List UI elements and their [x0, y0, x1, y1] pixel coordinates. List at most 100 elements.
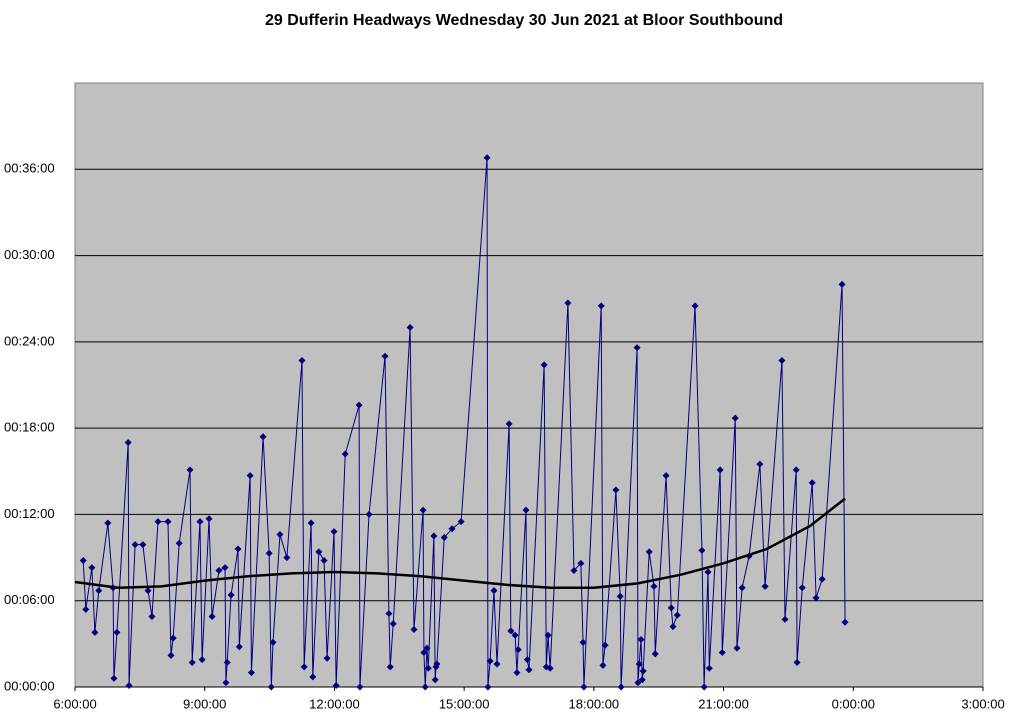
data-point — [634, 679, 642, 687]
data-point — [164, 518, 172, 526]
data-point — [523, 656, 531, 664]
data-point — [104, 519, 112, 527]
data-point — [698, 546, 706, 554]
data-point — [570, 567, 578, 575]
data-point — [617, 683, 625, 691]
data-point — [691, 302, 699, 310]
y-tick-label: 00:30:00 — [4, 247, 55, 262]
data-point — [599, 661, 607, 669]
data-point — [423, 644, 431, 652]
data-point — [522, 506, 530, 514]
data-point — [169, 634, 177, 642]
data-point — [635, 660, 643, 668]
data-point — [309, 673, 317, 681]
data-point — [223, 659, 231, 667]
data-point — [669, 623, 677, 631]
data-point — [577, 559, 585, 567]
data-point — [208, 613, 216, 621]
data-point — [633, 344, 641, 352]
data-point — [341, 450, 349, 458]
data-point — [761, 582, 769, 590]
data-point — [716, 466, 724, 474]
data-point — [186, 466, 194, 474]
data-point — [812, 594, 820, 602]
data-point — [421, 683, 429, 691]
data-point — [838, 280, 846, 288]
data-point — [246, 472, 254, 480]
data-point — [265, 549, 273, 557]
data-point — [410, 625, 418, 633]
data-point — [386, 663, 394, 671]
data-point — [440, 533, 448, 541]
data-point — [148, 613, 156, 621]
data-point — [546, 664, 554, 672]
data-point — [792, 466, 800, 474]
data-point — [579, 638, 587, 646]
data-point — [798, 584, 806, 592]
data-point — [79, 556, 87, 564]
data-point — [300, 663, 308, 671]
data-point — [82, 605, 90, 613]
data-point — [513, 669, 521, 677]
data-point — [332, 682, 340, 690]
data-point — [490, 587, 498, 595]
data-point — [733, 644, 741, 652]
trend-line — [74, 497, 846, 590]
data-point — [385, 610, 393, 618]
x-tick-label: 15:00:00 — [439, 696, 490, 711]
x-tick-label: 9:00:00 — [183, 696, 226, 711]
data-point — [144, 587, 152, 595]
data-point — [269, 638, 277, 646]
data-point — [381, 352, 389, 360]
data-point — [637, 636, 645, 644]
data-point — [419, 506, 427, 514]
data-point — [507, 627, 515, 635]
data-point — [227, 591, 235, 599]
data-point — [808, 479, 816, 487]
data-point — [139, 541, 147, 549]
data-point — [638, 676, 646, 684]
data-point — [645, 548, 653, 556]
data-point — [793, 659, 801, 667]
data-point — [667, 604, 675, 612]
data-point — [731, 414, 739, 422]
data-point — [704, 568, 712, 576]
data-point — [486, 657, 494, 665]
data-point — [276, 531, 284, 539]
data-point — [457, 518, 465, 526]
data-point — [95, 587, 103, 595]
data-point — [597, 302, 605, 310]
data-point — [125, 682, 133, 690]
data-point — [580, 683, 588, 691]
data-point — [484, 683, 492, 691]
data-point — [483, 154, 491, 162]
data-point — [110, 674, 118, 682]
data-point — [818, 575, 826, 583]
y-tick-label: 00:18:00 — [4, 420, 55, 435]
data-point — [651, 650, 659, 658]
data-point — [267, 683, 275, 691]
data-point — [514, 646, 522, 654]
data-point — [154, 518, 162, 526]
data-point — [705, 664, 713, 672]
data-point — [511, 631, 519, 639]
data-point — [131, 541, 139, 549]
x-tick-label: 6:00:00 — [53, 696, 96, 711]
data-point — [323, 654, 331, 662]
data-point — [167, 651, 175, 659]
data-point — [355, 401, 363, 409]
data-point — [91, 628, 99, 636]
y-tick-label: 00:06:00 — [4, 592, 55, 607]
data-point — [430, 532, 438, 540]
chart-title: 29 Dufferin Headways Wednesday 30 Jun 20… — [265, 12, 783, 29]
data-point — [124, 439, 132, 447]
data-point — [234, 545, 242, 553]
data-point — [493, 660, 501, 668]
data-point — [330, 528, 338, 536]
data-point — [616, 592, 624, 600]
data-point — [113, 628, 121, 636]
data-point — [205, 515, 213, 523]
data-point — [433, 660, 441, 668]
